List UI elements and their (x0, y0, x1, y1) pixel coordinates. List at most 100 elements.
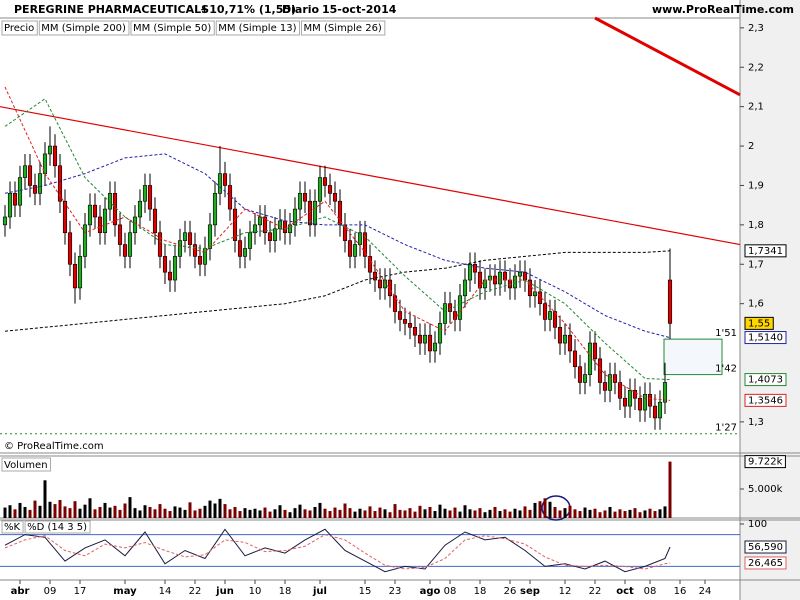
x-tick-label: 08 (644, 586, 657, 597)
candle-body (277, 220, 283, 230)
volume-bar (273, 509, 277, 518)
volume-bar (388, 512, 392, 518)
volume-bar (663, 506, 667, 518)
candle-body (122, 244, 128, 257)
candle-body (567, 334, 573, 352)
candle-body (667, 279, 673, 324)
last-value-box (744, 331, 787, 345)
candle-body (332, 193, 338, 202)
candle-body (317, 177, 323, 202)
volume-bar (483, 512, 487, 518)
volume-bar (363, 510, 367, 518)
candle-body (87, 204, 93, 226)
candle-body (217, 173, 223, 194)
volume-bar (473, 510, 477, 518)
volume-bar (258, 510, 262, 518)
volume-bar (653, 511, 657, 518)
candle-body (462, 279, 468, 297)
volume-bar (383, 509, 387, 518)
volume-bar (118, 509, 122, 518)
candle-body (592, 342, 598, 360)
candle-body (192, 244, 198, 257)
candle-body (152, 208, 158, 234)
candle-body (357, 232, 363, 245)
volume-bar (53, 504, 57, 518)
volume-bar (63, 506, 67, 518)
candle-body (92, 204, 98, 218)
candle-body (427, 334, 433, 352)
candle-body (362, 232, 368, 257)
volume-bar (163, 508, 167, 518)
volume-bar (38, 505, 42, 518)
x-tick-label: 17 (74, 586, 87, 597)
volume-bar (173, 506, 177, 518)
volume-bar (578, 511, 582, 518)
legend-box (1, 520, 24, 534)
volume-bar (508, 511, 512, 518)
volume-bar (168, 511, 172, 518)
series-line (4, 534, 671, 570)
right-axis-strip (740, 0, 800, 600)
candle-body (272, 228, 278, 241)
volume-bar (563, 508, 567, 518)
volume-bar (423, 509, 427, 518)
volume-bar (628, 509, 632, 518)
volume-bar (213, 503, 217, 518)
volume-bar (103, 502, 107, 518)
volume-bar (93, 509, 97, 518)
volume-bar (323, 508, 327, 518)
x-tick-label: 16 (674, 586, 687, 597)
legend-box (24, 520, 91, 534)
volume-bar (3, 507, 7, 518)
legend-entry: %K (4, 522, 21, 533)
y-tick-label: 5.000k (748, 484, 783, 495)
volume-bar (408, 508, 412, 518)
last-value-label: 9.722k (748, 457, 783, 468)
x-tick-label: 18 (279, 586, 292, 597)
volume-bar (638, 512, 642, 518)
x-tick-label: 23 (389, 586, 402, 597)
candle-body (167, 271, 173, 281)
volume-bar (533, 502, 537, 518)
volume-bar (468, 509, 472, 518)
candle-body (82, 224, 88, 257)
volume-bar (463, 505, 467, 518)
annotation: 1'42 (715, 364, 737, 375)
candle-body (627, 390, 633, 407)
volume-bar (478, 508, 482, 518)
volume-bar (378, 507, 382, 518)
volume-bar (493, 506, 497, 518)
candle-body (17, 177, 23, 206)
volume-bar (373, 511, 377, 518)
candle-body (417, 334, 423, 344)
candle-body (172, 256, 178, 281)
candle-body (242, 248, 248, 257)
volume-bar (83, 504, 87, 518)
candle-body (407, 323, 413, 328)
candle-body (377, 279, 383, 289)
candle-body (57, 165, 63, 202)
candle-body (397, 311, 403, 320)
volume-bar (523, 506, 527, 518)
legend-entry: %D (14 3 5) (27, 522, 87, 533)
candle-body (562, 334, 568, 344)
candle-body (247, 232, 253, 249)
candle-body (297, 193, 303, 210)
volume-bar (228, 509, 232, 518)
volume-bar (588, 509, 592, 518)
volume-bar (558, 510, 562, 518)
volume-bar (13, 509, 17, 518)
candle-body (232, 208, 238, 241)
y-tick-label: 100 (748, 519, 767, 530)
candle-body (367, 256, 373, 273)
last-value-box (744, 373, 787, 387)
candle-body (22, 165, 28, 178)
x-tick-label: 18 (474, 586, 487, 597)
volume-bar (283, 509, 287, 518)
volume-bar (573, 509, 577, 518)
volume-bar (568, 505, 572, 518)
legend-box (130, 20, 215, 36)
change: +10,71% (1,55) (200, 3, 296, 16)
volume-bar (598, 512, 602, 518)
candle-body (632, 390, 638, 399)
